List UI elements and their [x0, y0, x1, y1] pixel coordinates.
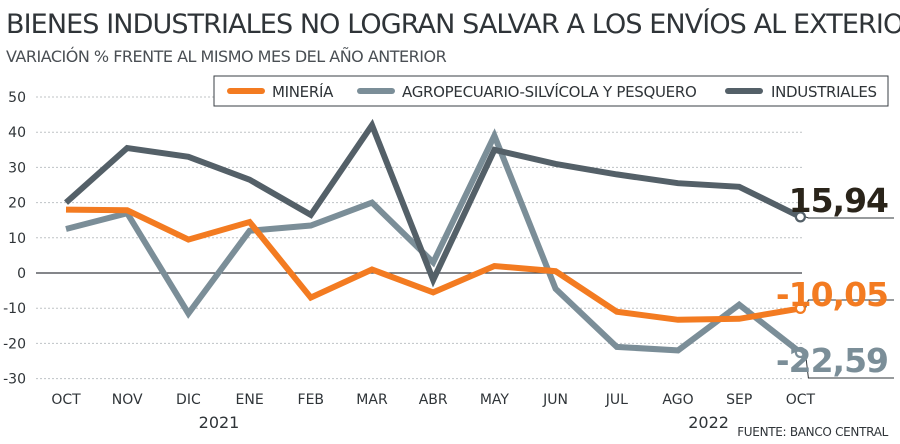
year-label: 2021	[199, 413, 240, 432]
legend-label: AGROPECUARIO-SILVÍCOLA Y PESQUERO	[402, 82, 697, 101]
x-tick-label: SEP	[726, 392, 752, 408]
series-line-mineria	[65, 206, 801, 323]
chart-subtitle: VARIACIÓN % FRENTE AL MISMO MES DEL AÑO …	[6, 47, 447, 66]
x-tick-label: OCT	[51, 392, 81, 408]
legend-label: MINERÍA	[272, 82, 334, 101]
end-point-marker	[794, 346, 807, 359]
x-tick-label: JUN	[542, 392, 568, 408]
y-tick-label: -30	[3, 372, 26, 388]
y-tick-label: 50	[8, 90, 26, 106]
x-tick-label: NOV	[112, 392, 143, 408]
y-tick-label: 40	[8, 125, 26, 141]
x-tick-label: DIC	[176, 392, 201, 408]
x-tick-label: MAY	[480, 392, 510, 408]
x-tick-label: AGO	[662, 392, 693, 408]
legend-label: INDUSTRIALES	[771, 83, 877, 101]
end-labels: -10,05 -22,59 15,94	[776, 181, 894, 380]
x-tick-label: OCT	[786, 392, 816, 408]
end-point-marker	[794, 211, 807, 223]
end-point-marker	[794, 302, 807, 314]
source-note: FUENTE: BANCO CENTRAL	[737, 425, 888, 439]
end-value-label: 15,94	[789, 181, 888, 220]
chart-title: BIENES INDUSTRIALES NO LOGRAN SALVAR A L…	[6, 8, 900, 40]
legend: MINERÍA AGROPECUARIO-SILVÍCOLA Y PESQUERO…	[213, 75, 889, 107]
legend-box	[213, 75, 889, 107]
x-tick-label: JUL	[605, 392, 628, 408]
end-value-label: -10,05	[776, 275, 888, 314]
series-line-agropecuario	[65, 128, 803, 355]
end-label-leader	[804, 299, 894, 309]
x-tick-label: MAR	[356, 392, 388, 408]
y-tick-label: -20	[3, 336, 26, 352]
series-lines	[64, 118, 803, 355]
end-label-leader	[804, 352, 894, 379]
axes: -30 -20 -10 0 10 20 30 40 50 OCT NOV DIC ENE FEB MAR AB…	[3, 90, 815, 432]
y-tick-label: 10	[8, 231, 26, 247]
end-label-leader	[805, 216, 894, 219]
x-tick-label: ABR	[419, 392, 448, 408]
y-tick-label: -10	[3, 301, 26, 317]
year-label: 2022	[688, 413, 729, 432]
y-tick-label: 30	[8, 160, 26, 176]
x-tick-label: FEB	[298, 392, 325, 408]
y-tick-label: 0	[17, 266, 26, 282]
end-value-label: -22,59	[776, 341, 888, 380]
x-tick-label: ENE	[236, 392, 264, 408]
y-tick-label: 20	[8, 196, 26, 212]
series-line-industriales	[64, 118, 802, 288]
